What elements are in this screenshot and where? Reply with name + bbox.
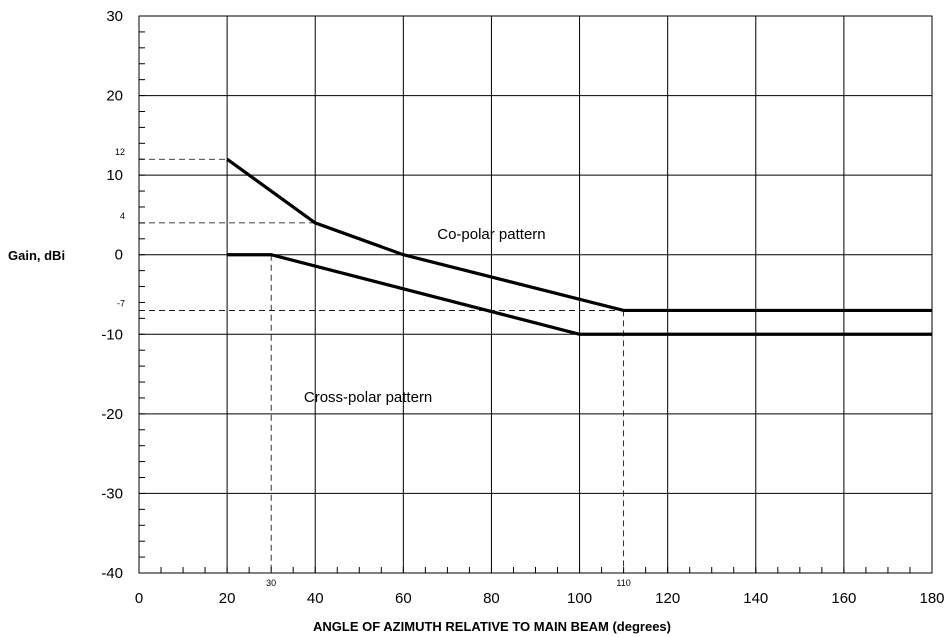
grid-layer bbox=[139, 16, 932, 573]
x-tick-label: 20 bbox=[219, 590, 236, 607]
y-reference-label: -7 bbox=[117, 298, 125, 308]
x-tick-label: 40 bbox=[307, 590, 324, 607]
y-tick-label: 30 bbox=[106, 8, 123, 25]
co-polar-line bbox=[226, 157, 932, 313]
y-tick-label: -10 bbox=[101, 326, 123, 343]
x-tick-label: 80 bbox=[483, 590, 500, 607]
minor-tick-layer bbox=[138, 15, 933, 574]
x-tick-label: 0 bbox=[135, 590, 143, 607]
plot-frame bbox=[138, 15, 933, 574]
series-layer bbox=[226, 157, 932, 336]
y-tick-label: 0 bbox=[115, 247, 123, 264]
y-reference-label: 4 bbox=[120, 211, 125, 221]
y-tick-label: -40 bbox=[101, 565, 123, 582]
co-polar-annotation: Co-polar pattern bbox=[437, 226, 545, 243]
x-tick-label: 160 bbox=[831, 590, 856, 607]
y-tick-label: 10 bbox=[106, 167, 123, 184]
x-reference-label: 110 bbox=[616, 578, 630, 588]
cross-polar-annotation: Cross-polar pattern bbox=[304, 389, 432, 406]
x-reference-label: 30 bbox=[266, 578, 276, 588]
x-tick-label: 60 bbox=[395, 590, 412, 607]
reference-lines-layer bbox=[139, 158, 625, 573]
y-axis-title: Gain, dBi bbox=[8, 248, 65, 263]
y-reference-label: 12 bbox=[115, 147, 125, 157]
y-tick-label: 20 bbox=[106, 88, 123, 105]
x-tick-label: 100 bbox=[567, 590, 592, 607]
cross-polar-line bbox=[227, 253, 932, 336]
x-tick-label: 120 bbox=[655, 590, 680, 607]
x-tick-label: 140 bbox=[743, 590, 768, 607]
x-tick-label: 180 bbox=[919, 590, 944, 607]
y-tick-label: -30 bbox=[101, 485, 123, 502]
y-tick-label: -20 bbox=[101, 406, 123, 423]
x-axis-title: ANGLE OF AZIMUTH RELATIVE TO MAIN BEAM (… bbox=[313, 619, 671, 634]
